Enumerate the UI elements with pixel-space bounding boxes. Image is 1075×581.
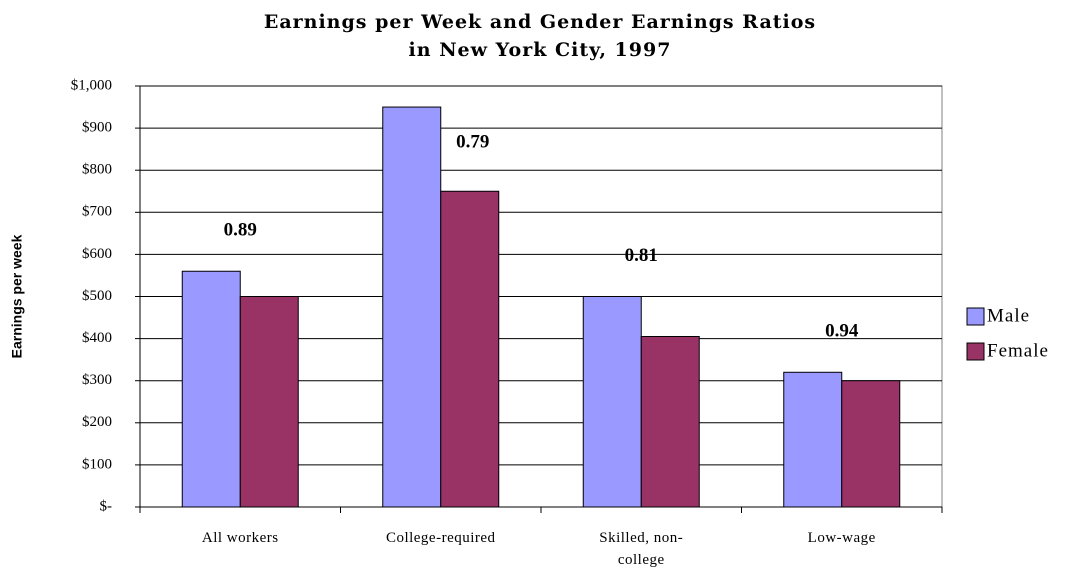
y-tick-label: $-	[100, 498, 113, 514]
ratio-label: 0.79	[456, 132, 489, 153]
y-tick-label: $800	[82, 162, 112, 178]
ratio-label: 0.94	[825, 321, 859, 342]
legend-swatch	[966, 342, 985, 361]
legend-label: Female	[987, 340, 1049, 361]
y-tick-label: $1,000	[71, 77, 112, 93]
bar	[382, 106, 442, 508]
bar	[640, 335, 700, 508]
y-tick-label: $300	[82, 372, 112, 388]
x-tick-label: All workers	[201, 530, 279, 546]
y-tick-label: $100	[82, 456, 112, 472]
ratio-label: 0.81	[625, 245, 658, 266]
y-tick-label: $500	[82, 288, 112, 304]
bar	[440, 190, 500, 508]
y-tick-label: $700	[82, 204, 112, 220]
x-tick-label: Skilled, non-college	[599, 530, 684, 568]
bar	[239, 296, 299, 508]
legend-swatch	[966, 307, 985, 326]
y-tick-label: $400	[82, 330, 112, 346]
x-tick-label: Low-wage	[807, 530, 876, 546]
bar	[783, 371, 843, 508]
chart-title: Earnings per Week and Gender Earnings Ra…	[263, 11, 817, 61]
x-tick-label: College-required	[385, 530, 496, 546]
bar	[181, 270, 241, 508]
y-tick-label: $600	[82, 246, 112, 262]
y-tick-label: $200	[82, 414, 112, 430]
bar	[841, 380, 901, 508]
y-tick-label: $900	[82, 120, 112, 136]
legend-label: Male	[987, 305, 1030, 326]
y-axis-label: Earnings per week	[9, 234, 25, 358]
ratio-label: 0.89	[224, 220, 257, 241]
bar	[582, 296, 642, 508]
